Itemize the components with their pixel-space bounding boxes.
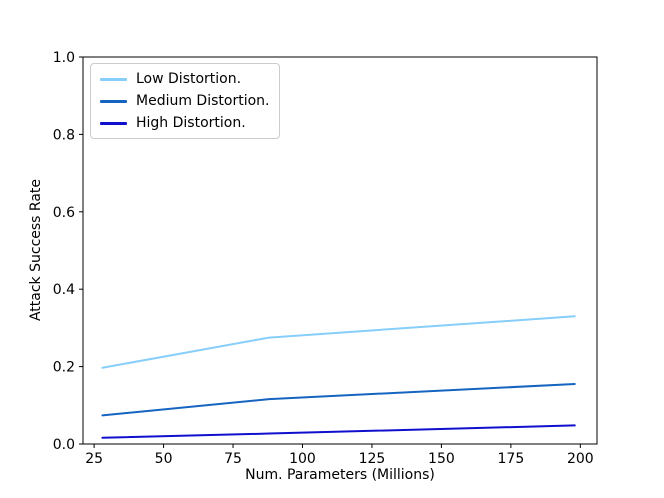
legend-label: High Distortion. [136,115,246,131]
legend: Low Distortion. Medium Distortion. High Di… [90,63,281,139]
series-line-medium-distortion [101,383,576,417]
legend-line-swatch [100,99,127,103]
axes-spines [82,56,598,445]
x-tick-label: 75 [224,451,242,467]
y-tick-label: 0.6 [53,205,75,221]
series-line-high-distortion [101,424,576,439]
x-tick-label: 100 [289,451,316,467]
y-tick-label: 1.0 [53,50,75,66]
y-axis-label: Attack Success Rate [28,178,44,322]
series-line-low-distortion [101,315,576,369]
legend-label: Medium Distortion. [136,93,270,109]
y-tick-label: 0.8 [53,127,75,143]
y-tick-label: 0.0 [53,437,75,453]
y-tick-label: 0.4 [53,282,75,298]
legend-line-swatch [100,77,127,81]
x-tick-label: 175 [498,451,525,467]
y-tick-label: 0.2 [53,360,75,376]
legend-label: Low Distortion. [136,71,242,87]
x-axis-label: Num. Parameters (Millions) [245,467,435,483]
x-tick-label: 200 [567,451,594,467]
x-tick-label: 125 [359,451,386,467]
legend-entry: Low Distortion. [100,70,269,88]
x-tick-label: 25 [85,451,103,467]
legend-line-swatch [100,121,127,125]
legend-entry: Medium Distortion. [100,92,269,110]
x-tick-label: 50 [155,451,173,467]
x-tick-label: 150 [428,451,455,467]
legend-entry: High Distortion. [100,114,269,132]
